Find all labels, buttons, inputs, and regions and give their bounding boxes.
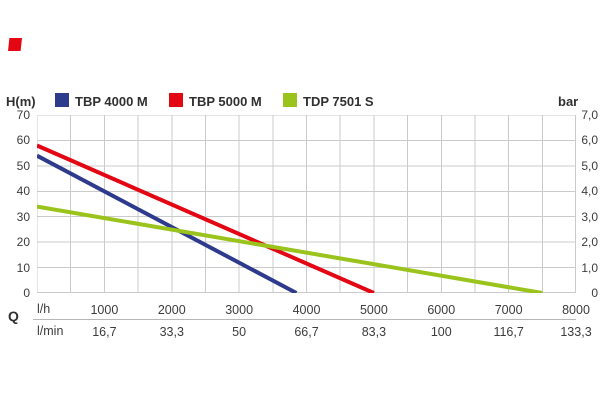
y-left-tick: 30 [16,209,30,224]
y-left-tick: 20 [16,235,30,250]
y-right-tick: 3,0 [581,209,598,224]
grid-lines [37,115,576,293]
y-left-tick: 40 [16,184,30,199]
y-right-tick: 2,0 [581,235,598,250]
legend-label-tdp-7501-s: TDP 7501 S [303,94,374,109]
y-left-tick: 0 [23,286,30,300]
brand-logo-mark [8,38,22,51]
legend-label-tbp-5000-m: TBP 5000 M [189,94,262,109]
series-line-tbp-5000-m [37,143,375,293]
x-tick-lh: 2000 [157,303,186,317]
right-axis-unit-label: bar [558,94,579,109]
y-right-tick: 6,0 [581,133,598,148]
x-tick-lh: 5000 [359,303,388,317]
legend-label-tbp-4000-m: TBP 4000 M [75,94,148,109]
legend-swatch-tbp-5000-m [169,93,183,107]
plot-area [37,115,576,293]
y-right-tick: 1,0 [581,260,598,275]
y-right-tick: 0 [591,286,598,300]
x-axis-unit-lh: l/h [37,302,51,316]
flow-quantity-label: Q [8,308,19,324]
y-right-tick: 4,0 [581,184,598,199]
x-tick-lmin: 133,3 [560,325,592,339]
x-tick-lmin: 83,3 [361,325,387,339]
x-tick-lmin: 33,3 [159,325,184,339]
y-right-tick: 5,0 [581,158,598,173]
x-tick-lmin: 50 [232,325,247,339]
series-line-tdp-7501-s [37,204,543,293]
x-tick-lmin: 16,7 [92,325,117,339]
x-tick-lmin: 66,7 [294,325,319,339]
x-tick-lh: 1000 [90,303,119,317]
x-tick-lh: 8000 [562,303,590,317]
y-right-tick: 7,0 [581,108,598,122]
y-left-tick: 70 [16,108,30,122]
x-tick-lh: 6000 [427,303,456,317]
axis-table-divider [33,319,576,320]
legend-swatch-tbp-4000-m [55,93,69,107]
left-axis-unit-label: H(m) [6,94,36,109]
y-left-tick: 10 [16,260,30,275]
y-left-tick: 50 [16,158,30,173]
series-line-tbp-4000-m [37,153,298,293]
x-tick-lmin: 116,7 [493,325,524,339]
x-tick-lh: 3000 [225,303,254,317]
x-tick-lmin: 100 [430,325,452,339]
legend-swatch-tdp-7501-s [283,93,297,107]
y-left-tick: 60 [16,133,30,148]
x-tick-lh: 7000 [494,303,523,317]
x-tick-lh: 4000 [292,303,321,317]
x-axis-unit-lmin: l/min [37,324,64,338]
